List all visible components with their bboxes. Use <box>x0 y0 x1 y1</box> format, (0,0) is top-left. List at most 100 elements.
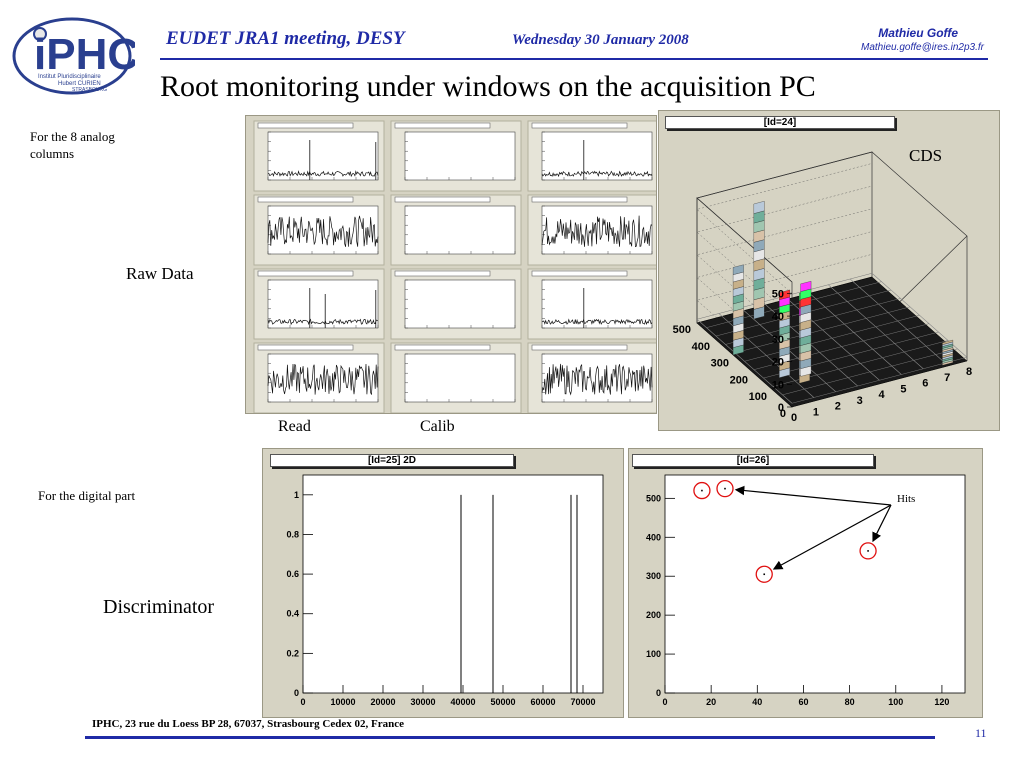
discriminator-chart: 0 10000 20000 30000 40000 50000 60000 70000 0 0.2… <box>286 474 604 707</box>
lego-frame <box>696 151 968 408</box>
lego-y-tick-label: 0 <box>780 408 786 420</box>
y-tick-label: 0 <box>656 688 661 698</box>
x-tick-label: 60000 <box>530 697 555 707</box>
discriminator-label: Discriminator <box>103 596 215 618</box>
histogram-title-box <box>257 196 354 203</box>
histogram-title-box <box>257 344 354 351</box>
hit-circle <box>755 565 773 583</box>
histogram-trace <box>267 318 378 326</box>
histogram-title-box <box>531 270 628 277</box>
lego-y-tick-label: 400 <box>692 341 710 353</box>
logo-subtitle-2: Hubert CURIEN <box>58 81 101 87</box>
lego-bar-segment <box>942 339 954 345</box>
hits-panel: [Id=26] 0 20 40 60 80 100 120 0 100 200 300 400 500 … <box>628 448 983 718</box>
lego-x-tick-label: 7 <box>944 372 950 384</box>
raw-data-histogram <box>253 268 385 340</box>
plot-area <box>302 474 604 694</box>
lego-bar-segment <box>753 201 765 214</box>
histogram-title-box <box>257 270 354 277</box>
x-tick-label: 10000 <box>330 697 355 707</box>
discriminator-plot-title: [Id=25] 2D <box>270 454 514 467</box>
x-tick-label: 30000 <box>410 697 435 707</box>
lego-x-tick-label: 0 <box>791 412 797 424</box>
read-label: Read <box>278 418 311 435</box>
histogram-trace <box>541 363 653 396</box>
x-tick-label: 0 <box>300 697 305 707</box>
x-tick-label: 40000 <box>450 697 475 707</box>
y-tick-label: 0.8 <box>286 529 299 539</box>
x-tick-label: 40 <box>752 697 762 707</box>
histogram-frame-inner <box>541 131 653 181</box>
lego-x-tick-label: 2 <box>835 401 841 413</box>
raw-data-label: Raw Data <box>126 264 194 283</box>
lego-z-tick-label: 50 <box>772 288 784 300</box>
raw-data-grid-panel <box>245 115 659 414</box>
meeting-name: EUDET JRA1 meeting, DESY <box>166 28 405 49</box>
x-tick-label: 120 <box>934 697 949 707</box>
lego-z-tick-label: 0 <box>778 402 784 414</box>
histogram-frame-inner <box>404 353 516 403</box>
lego-bar-segment <box>732 264 744 275</box>
raw-data-grid <box>253 120 659 414</box>
lego-bar <box>732 264 744 356</box>
hits-arrow <box>872 504 892 543</box>
y-tick-label: 200 <box>646 610 661 620</box>
lego-floor-line <box>744 315 920 362</box>
histogram-trace <box>541 170 653 178</box>
histogram-frame-inner <box>404 205 516 255</box>
hit-circle <box>859 542 877 560</box>
hit-circle <box>693 481 711 500</box>
x-tick-label: 20 <box>706 697 716 707</box>
y-tick-label: 500 <box>646 493 661 503</box>
iphc-logo: iPHC Institut Pluridisciplinaire Hubert … <box>10 12 139 98</box>
lego-bar <box>800 281 812 377</box>
histogram-title-box <box>394 344 491 351</box>
logo-subtitle-3: STRASBOURG <box>72 87 107 93</box>
lego-bar-segment <box>779 289 790 300</box>
lego-x-tick-label: 3 <box>857 395 863 407</box>
histogram-trace <box>267 363 379 395</box>
lego-floor-line <box>763 331 939 379</box>
lego-x-tick-label: 5 <box>900 383 906 395</box>
lego-bar <box>942 339 954 366</box>
histogram-title-box <box>531 122 628 129</box>
hits-arrow <box>772 504 892 570</box>
logo-text: iPHC <box>34 30 135 79</box>
histogram-trace <box>541 215 653 248</box>
lego-z-tick-label: 20 <box>772 357 784 369</box>
histogram-title-box <box>394 196 491 203</box>
lego-floor-line <box>725 298 901 345</box>
lego-floor-line <box>734 306 911 354</box>
cds-panel: [Id=24] CDS 0 10 20 30 40 50 0 100 200 300 400 500 0… <box>658 110 1000 431</box>
lego-bar <box>779 289 790 378</box>
logo-subtitle-1: Institut Pluridisciplinaire <box>38 74 101 80</box>
x-tick-label: 100 <box>888 697 903 707</box>
raw-data-histogram <box>527 342 659 414</box>
lego-x-tick-label: 4 <box>878 389 885 401</box>
lego-z-tick-label: 30 <box>772 334 784 346</box>
lego-x-tick-label: 1 <box>813 406 819 418</box>
y-tick-label: 0.2 <box>286 648 299 658</box>
raw-data-histogram <box>390 120 522 192</box>
lego-x-tick-label: 8 <box>966 366 972 378</box>
hit-point <box>867 550 869 552</box>
meeting-date: Wednesday 30 January 2008 <box>512 32 689 48</box>
hit-point <box>724 487 726 490</box>
raw-data-histogram <box>253 120 385 192</box>
raw-data-histogram <box>390 268 522 340</box>
lego-bar <box>753 201 765 320</box>
page-number: 11 <box>975 726 987 740</box>
histogram-title-box <box>257 122 354 129</box>
hits-chart: 0 20 40 60 80 100 120 0 100 200 300 400 500 <box>646 474 966 707</box>
y-tick-label: 1 <box>294 490 299 500</box>
raw-data-histogram <box>253 194 385 266</box>
histogram-frame-inner <box>404 279 516 329</box>
x-tick-label: 0 <box>662 697 667 707</box>
histogram-frame-inner <box>404 131 516 181</box>
cds-label: CDS <box>909 146 943 165</box>
author-email: Mathieu.goffe@ires.in2p3.fr <box>861 42 984 53</box>
raw-data-histogram <box>390 194 522 266</box>
x-tick-label: 50000 <box>490 697 515 707</box>
lego-bar-segment <box>800 281 812 292</box>
histogram-title-box <box>531 344 628 351</box>
